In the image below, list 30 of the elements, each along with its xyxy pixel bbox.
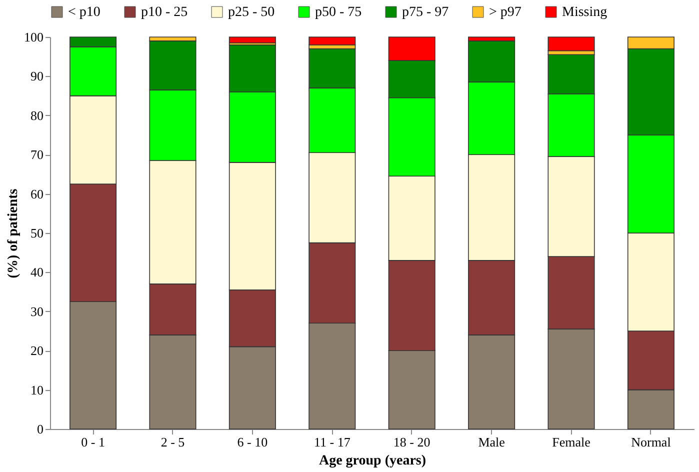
y-tick-label: 60 — [30, 186, 44, 202]
bar — [308, 36, 356, 46]
legend-label: p10 - 25 — [141, 5, 188, 20]
y-tick-label: 90 — [30, 68, 44, 84]
legend-label: p25 - 50 — [228, 5, 275, 20]
x-tick-label: 11 - 17 — [314, 434, 351, 450]
y-tick-label: 80 — [30, 108, 44, 123]
y-tick-label: 70 — [30, 147, 44, 162]
x-tick-label: 6 - 10 — [237, 434, 268, 450]
x-tick-label: Normal — [631, 434, 672, 450]
legend-label: > p97 — [489, 5, 522, 20]
y-tick-label: 40 — [30, 264, 44, 280]
y-tick-label: 30 — [30, 304, 44, 319]
x-axis-title: Age group (years) — [318, 454, 426, 468]
x-tick-label: Female — [552, 434, 591, 450]
y-tick-label: 20 — [30, 343, 44, 358]
y-tick-label: 10 — [30, 382, 44, 398]
y-tick-label: 100 — [24, 30, 44, 44]
legend-label: p75 - 97 — [402, 5, 449, 20]
y-tick-label: 50 — [30, 226, 44, 240]
legend-label: < p10 — [68, 5, 100, 20]
y-axis-title: (%) of patients — [6, 188, 21, 278]
bar — [548, 36, 595, 52]
legend-label: Missing — [562, 5, 608, 20]
x-tick-label: 0 - 1 — [81, 434, 105, 450]
x-tick-label: 18 - 20 — [393, 434, 430, 450]
legend-label: p50 - 75 — [315, 5, 362, 20]
x-tick-label: 2 - 5 — [160, 434, 185, 450]
y-tick-label: 0 — [37, 422, 44, 436]
x-tick-label: Male — [478, 434, 506, 450]
